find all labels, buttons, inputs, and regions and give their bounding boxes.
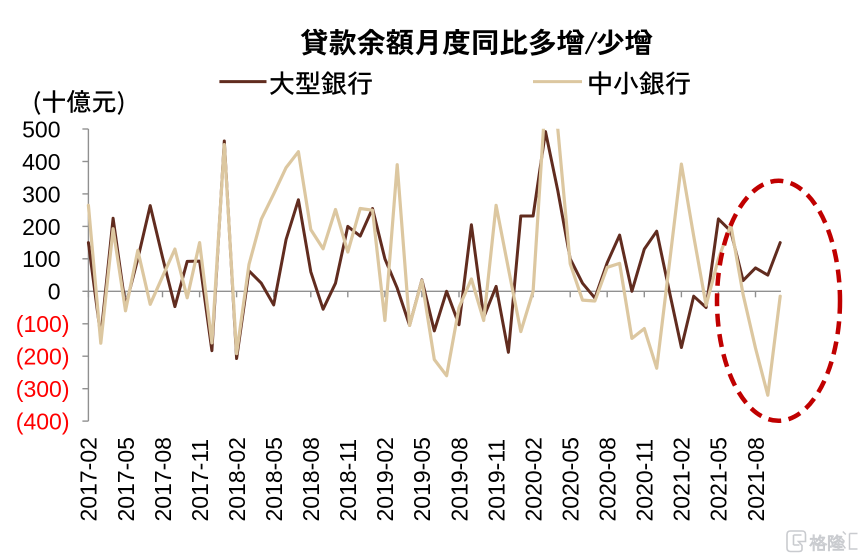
svg-text:100: 100 [22,246,60,272]
svg-text:0: 0 [48,279,61,305]
svg-text:200: 200 [22,214,60,240]
svg-text:2019-02: 2019-02 [372,437,398,521]
svg-text:300: 300 [22,181,60,207]
svg-text:2018-11: 2018-11 [335,439,361,522]
svg-text:(200): (200) [16,344,70,370]
svg-text:2020-11: 2020-11 [632,439,658,522]
svg-text:(400): (400) [16,409,70,435]
svg-text:2020-05: 2020-05 [558,437,584,521]
svg-text:(300): (300) [16,376,70,402]
svg-text:2021-05: 2021-05 [706,437,732,521]
svg-text:500: 500 [22,116,60,142]
svg-text:2019-05: 2019-05 [409,437,435,521]
svg-text:2017-08: 2017-08 [150,437,176,521]
svg-text:2018-08: 2018-08 [298,437,324,521]
svg-text:(100): (100) [16,311,70,337]
svg-text:2021-02: 2021-02 [669,437,695,521]
svg-text:400: 400 [22,149,60,175]
svg-text:2017-02: 2017-02 [76,437,102,521]
svg-text:2020-02: 2020-02 [520,437,546,521]
svg-text:2021-08: 2021-08 [743,437,769,521]
svg-text:2020-08: 2020-08 [595,437,621,521]
svg-text:2017-11: 2017-11 [187,439,213,522]
svg-text:2019-08: 2019-08 [446,437,472,521]
svg-text:2019-11: 2019-11 [483,439,509,522]
svg-text:2018-05: 2018-05 [261,437,287,521]
svg-text:2017-05: 2017-05 [113,437,139,521]
svg-text:2018-02: 2018-02 [224,437,250,521]
